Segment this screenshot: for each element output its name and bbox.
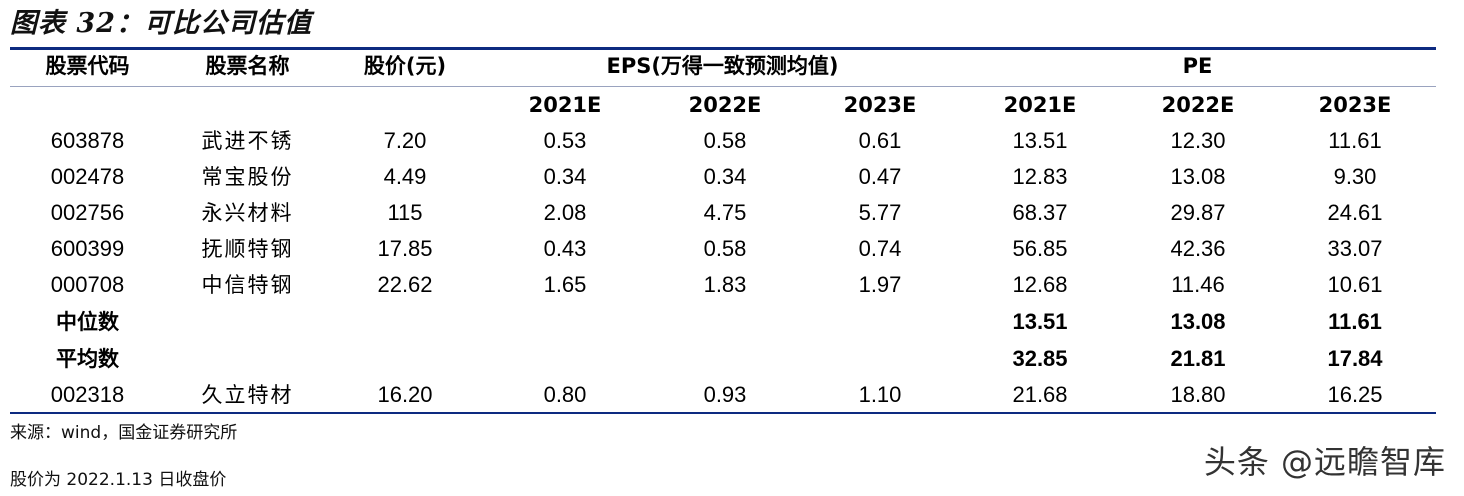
mean-pe-2021: 32.85 [1012, 346, 1068, 371]
cell-code: 002478 [50, 164, 125, 189]
cell-name: 常宝股份 [201, 165, 294, 189]
cell-eps-2023: 5.77 [858, 200, 902, 225]
cell-pe-2021: 13.51 [1012, 128, 1068, 153]
cell-eps-2022: 0.58 [703, 236, 747, 261]
cell-pe-2021: 12.68 [1012, 272, 1068, 297]
target-pe-2022: 18.80 [1170, 382, 1226, 407]
cell-code: 000708 [50, 272, 125, 297]
cell-pe-2022: 12.30 [1170, 128, 1226, 153]
cell-pe-2022: 42.36 [1170, 236, 1226, 261]
cell-pe-2023: 10.61 [1327, 272, 1383, 297]
target-eps-2022: 0.93 [703, 382, 747, 407]
cell-price: 17.85 [377, 236, 433, 261]
page-title: 图表 32：可比公司估值 [10, 8, 312, 39]
cell-eps-2022: 4.75 [703, 200, 747, 225]
cell-pe-2023: 24.61 [1327, 200, 1383, 225]
cell-eps-2021: 2.08 [543, 200, 587, 225]
cell-price: 115 [387, 200, 423, 225]
cell-pe-2022: 11.46 [1171, 272, 1225, 297]
median-label: 中位数 [56, 310, 119, 334]
cell-name: 永兴材料 [201, 201, 294, 225]
target-code: 002318 [50, 382, 125, 407]
header-stock-code: 股票代码 [45, 54, 130, 78]
mean-label: 平均数 [56, 347, 119, 371]
cell-eps-2021: 0.34 [543, 164, 587, 189]
cell-pe-2023: 9.30 [1333, 164, 1377, 189]
header-pe-2021: 2021E [1003, 93, 1077, 117]
cell-eps-2023: 0.47 [858, 164, 902, 189]
watermark: 头条 @远瞻智库 [1203, 443, 1446, 481]
median-pe-2021: 13.51 [1012, 309, 1068, 334]
table-bottom-rule [10, 412, 1436, 414]
header-eps-2023: 2023E [843, 93, 917, 117]
cell-pe-2022: 29.87 [1170, 200, 1226, 225]
cell-pe-2021: 68.37 [1012, 200, 1068, 225]
mean-pe-2022: 21.81 [1170, 346, 1226, 371]
cell-name: 抚顺特钢 [201, 237, 294, 261]
cell-code: 600399 [50, 236, 125, 261]
target-eps-2021: 0.80 [543, 382, 587, 407]
cell-pe-2021: 56.85 [1012, 236, 1068, 261]
cell-price: 22.62 [377, 272, 433, 297]
cell-eps-2021: 1.65 [543, 272, 587, 297]
cell-code: 603878 [50, 128, 125, 153]
header-stock-name: 股票名称 [205, 54, 290, 78]
target-price: 16.20 [377, 382, 433, 407]
header-pe-2022: 2022E [1161, 93, 1235, 117]
target-pe-2021: 21.68 [1012, 382, 1068, 407]
cell-code: 002756 [50, 200, 125, 225]
cell-price: 7.20 [383, 128, 427, 153]
cell-eps-2023: 0.74 [858, 236, 902, 261]
cell-eps-2022: 0.58 [703, 128, 747, 153]
cell-pe-2021: 12.83 [1012, 164, 1068, 189]
target-name: 久立特材 [201, 383, 294, 407]
cell-name: 武进不锈 [201, 129, 294, 153]
source-note: 来源：wind，国金证券研究所 [10, 423, 238, 443]
cell-pe-2023: 33.07 [1327, 236, 1383, 261]
cell-eps-2023: 0.61 [858, 128, 902, 153]
header-divider [10, 86, 1436, 87]
mean-pe-2023: 17.84 [1327, 346, 1383, 371]
cell-eps-2021: 0.43 [543, 236, 587, 261]
header-price: 股价(元) [363, 54, 447, 78]
target-eps-2023: 1.10 [858, 382, 902, 407]
cell-eps-2023: 1.97 [858, 272, 902, 297]
median-pe-2023: 11.61 [1328, 309, 1382, 334]
cell-eps-2022: 0.34 [703, 164, 747, 189]
cell-eps-2021: 0.53 [543, 128, 587, 153]
header-pe: PE [1182, 54, 1213, 78]
price-note: 股价为 2022.1.13 日收盘价 [10, 470, 227, 490]
header-eps: EPS(万得一致预测均值) [606, 54, 839, 78]
target-pe-2023: 16.25 [1327, 382, 1383, 407]
header-pe-2023: 2023E [1318, 93, 1392, 117]
header-eps-2022: 2022E [688, 93, 762, 117]
cell-name: 中信特钢 [201, 273, 294, 297]
median-pe-2022: 13.08 [1170, 309, 1226, 334]
cell-pe-2022: 13.08 [1170, 164, 1226, 189]
header-eps-2021: 2021E [528, 93, 602, 117]
cell-eps-2022: 1.83 [703, 272, 747, 297]
cell-pe-2023: 11.61 [1328, 128, 1382, 153]
table-top-rule [10, 47, 1436, 50]
cell-price: 4.49 [383, 164, 427, 189]
